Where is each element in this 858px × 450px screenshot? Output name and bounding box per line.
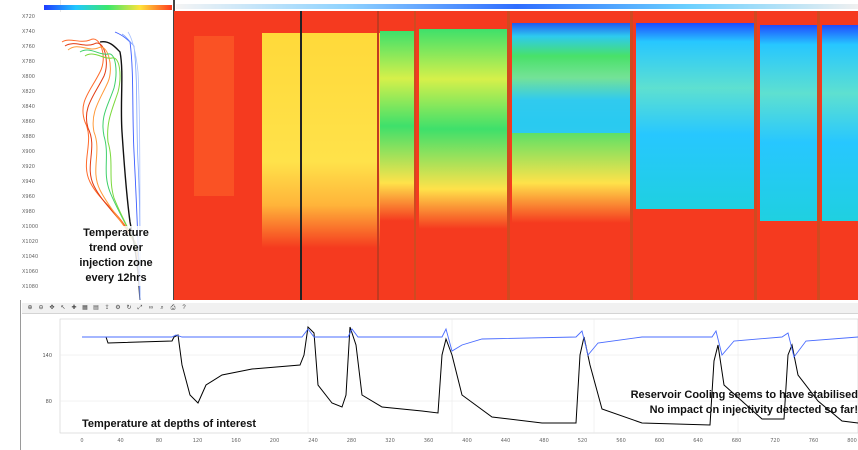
trend-label-line1: Temperature xyxy=(83,227,149,239)
x-axis-tick: 480 xyxy=(539,438,549,444)
x-axis-tick: 640 xyxy=(693,438,703,444)
svg-text:80: 80 xyxy=(46,399,52,405)
cursor-icon[interactable]: ↖ xyxy=(60,304,66,311)
bottom-chart-graphic: 140 80 0 40 80 120 160 200 240 280 320 360 400 440 4… xyxy=(42,318,858,444)
x-axis-tick: 760 xyxy=(809,438,819,444)
x-axis-tick: 200 xyxy=(270,438,280,444)
heatmap-colorbar xyxy=(176,4,858,9)
depth-tick: X840 xyxy=(22,104,35,110)
help-icon[interactable]: ? xyxy=(182,304,186,311)
trend-label-line2: trend over xyxy=(89,242,143,254)
x-axis-tick: 40 xyxy=(117,438,123,444)
x-axis-tick: 520 xyxy=(578,438,588,444)
depth-tick: X1000 xyxy=(22,224,39,230)
x-axis-tick: 320 xyxy=(385,438,395,444)
x-axis-tick: 80 xyxy=(156,438,162,444)
x-axis-tick: 680 xyxy=(732,438,742,444)
x-axis-tick: 440 xyxy=(501,438,511,444)
depth-tick: X900 xyxy=(22,149,35,155)
pan-icon[interactable]: ✥ xyxy=(49,304,55,311)
depth-tick: X960 xyxy=(22,194,35,200)
x-axis-tick: 800 xyxy=(847,438,857,444)
fit-icon[interactable]: ⤢ xyxy=(137,304,143,311)
depth-tick: X760 xyxy=(22,44,35,50)
depths-annotation: Temperature at depths of interest xyxy=(82,418,256,430)
depth-tick: X1020 xyxy=(22,239,39,245)
settings-icon[interactable]: ⚙ xyxy=(115,304,121,311)
depth-tick: X860 xyxy=(22,119,35,125)
x-axis-tick: 240 xyxy=(308,438,318,444)
depth-tick: X740 xyxy=(22,29,35,35)
temperature-heatmap[interactable] xyxy=(174,11,858,300)
depth-tick: X940 xyxy=(22,179,35,185)
table-icon[interactable]: ▤ xyxy=(93,304,99,311)
depth-tick: X1080 xyxy=(22,284,39,290)
zoom-in-icon[interactable]: ⊕ xyxy=(27,304,33,311)
cooling-annotation: Reservoir Cooling seems to have stabilis… xyxy=(560,388,858,418)
trend-annotation: Temperature trend over injection zone ev… xyxy=(56,226,176,286)
x-axis-tick: 720 xyxy=(770,438,780,444)
cooling-line2: No impact on injectivity detected so far… xyxy=(649,404,858,416)
search-icon[interactable]: ⌕ xyxy=(160,304,164,311)
link-icon[interactable]: ∞ xyxy=(148,304,154,311)
svg-text:140: 140 xyxy=(42,353,52,359)
depth-tick: X920 xyxy=(22,164,35,170)
x-axis-tick: 360 xyxy=(424,438,434,444)
print-icon[interactable]: ⎙ xyxy=(170,304,176,311)
export-icon[interactable]: ⇪ xyxy=(104,304,110,311)
x-axis-tick: 560 xyxy=(616,438,626,444)
depth-tick: X1060 xyxy=(22,269,39,275)
depth-tick: X800 xyxy=(22,74,35,80)
x-axis-tick: 160 xyxy=(231,438,241,444)
depth-tick: X820 xyxy=(22,89,35,95)
depth-tick: X980 xyxy=(22,209,35,215)
trend-label-line4: every 12hrs xyxy=(85,272,147,284)
marker-icon[interactable]: ✚ xyxy=(71,304,77,311)
x-axis-tick: 0 xyxy=(80,438,83,444)
depth-temperature-chart[interactable]: 140 80 0 40 80 120 160 200 240 280 320 360 400 440 4… xyxy=(22,315,858,450)
x-axis-tick: 400 xyxy=(462,438,472,444)
zoom-out-icon[interactable]: ⊖ xyxy=(38,304,44,311)
depth-axis: X720 X740 X760 X780 X800 X820 X840 X860 X880 X900… xyxy=(20,0,61,300)
trend-label-line3: injection zone xyxy=(79,257,153,269)
depth-tick: X780 xyxy=(22,59,35,65)
chart-toolbar: ⊕ ⊖ ✥ ↖ ✚ ▦ ▤ ⇪ ⚙ ↻ ⤢ ∞ ⌕ ⎙ ? xyxy=(22,303,858,314)
x-axis-tick: 600 xyxy=(655,438,665,444)
x-axis-tick: 120 xyxy=(193,438,203,444)
cooling-line1: Reservoir Cooling seems to have stabilis… xyxy=(630,389,858,401)
depth-tick: X880 xyxy=(22,134,35,140)
refresh-icon[interactable]: ↻ xyxy=(126,304,132,311)
trend-colorbar xyxy=(44,5,172,10)
x-axis-tick: 280 xyxy=(347,438,357,444)
heatmap-graphic xyxy=(174,11,858,300)
grid-icon[interactable]: ▦ xyxy=(82,304,88,311)
depth-tick: X720 xyxy=(22,14,35,20)
depth-tick: X1040 xyxy=(22,254,39,260)
